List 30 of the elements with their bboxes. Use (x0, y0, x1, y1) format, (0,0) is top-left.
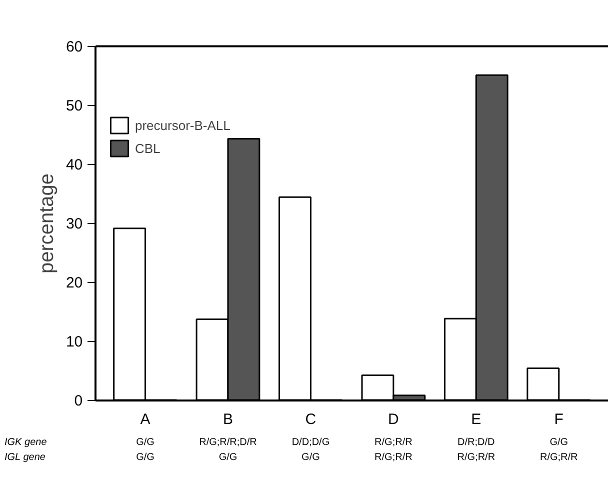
text: G/G (550, 437, 568, 448)
text: D/D;D/G (292, 437, 330, 448)
text: G/G (302, 452, 320, 464)
text: R/G;R/R (457, 452, 496, 464)
text: R/G;R/R (374, 452, 412, 464)
text: G/G (136, 437, 155, 448)
text: G/G (218, 452, 238, 464)
y-tick-label: 40 (66, 156, 83, 174)
legend-label: CBL (135, 140, 160, 156)
y-tick-label: 50 (66, 98, 83, 115)
text: IGK gene (4, 437, 48, 448)
x-tick-label: D (388, 411, 400, 428)
x-tick-label: C (305, 411, 316, 428)
legend-label: precursor-B-ALL (135, 118, 230, 132)
x-tick-label: B (222, 411, 233, 428)
y-tick-label: 10 (66, 334, 83, 351)
text: G/G (136, 452, 155, 464)
text: IGL gene (4, 452, 46, 464)
y-tick-label: 0 (74, 392, 83, 410)
text: R/G;R/R (374, 437, 412, 448)
x-tick-label: A (140, 411, 150, 428)
y-tick-label: 30 (66, 216, 83, 233)
x-tick-label: F (554, 411, 564, 428)
text: D/R;D/D (458, 437, 495, 448)
x-tick-label: E (471, 411, 482, 428)
y-tick-label: 20 (66, 274, 83, 292)
text: R/G;R/R;D/R (199, 437, 257, 448)
y-axis-title: percentage (36, 173, 58, 274)
y-tick-label: 60 (66, 38, 83, 56)
text: R/G;R/R (540, 452, 578, 464)
